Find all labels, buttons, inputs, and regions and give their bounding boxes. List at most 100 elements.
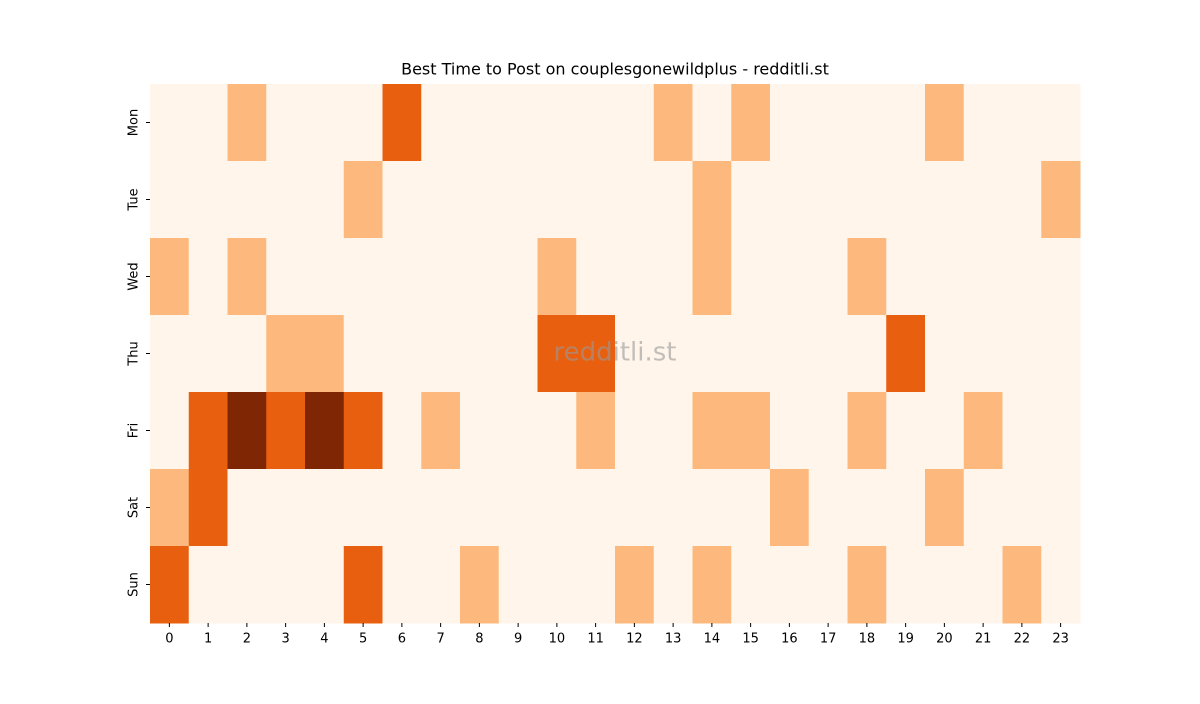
- x-tick-label: 6: [398, 632, 406, 647]
- heat-cell: [421, 161, 461, 239]
- heat-cell: [576, 392, 616, 470]
- heat-cell: [770, 392, 810, 470]
- heat-cell: [498, 392, 538, 470]
- x-tick-label: 22: [1014, 632, 1031, 647]
- heat-cell: [421, 546, 461, 624]
- heat-cell: [460, 392, 500, 470]
- heat-cell: [925, 238, 965, 316]
- heat-cell: [537, 469, 577, 547]
- heat-cell: [1041, 161, 1081, 239]
- heat-cell: [886, 238, 926, 316]
- heat-cell: [963, 84, 1003, 162]
- heat-cell: [653, 392, 693, 470]
- heat-cell: [886, 546, 926, 624]
- heat-cell: [266, 546, 306, 624]
- heat-cell: [847, 161, 887, 239]
- heat-cell: [653, 469, 693, 547]
- heat-cell: [382, 84, 422, 162]
- heat-cell: [343, 84, 383, 162]
- heat-cell: [808, 84, 848, 162]
- heat-cell: [266, 392, 306, 470]
- heat-cell: [227, 546, 267, 624]
- x-tick-label: 7: [436, 632, 444, 647]
- heat-cell: [305, 84, 345, 162]
- heat-cell: [150, 546, 190, 624]
- y-tick-label: Thu: [127, 341, 142, 366]
- heat-cell: [925, 392, 965, 470]
- chart-title: Best Time to Post on couplesgonewildplus…: [401, 60, 829, 79]
- heat-cell: [382, 469, 422, 547]
- heat-cell: [498, 469, 538, 547]
- heat-cell: [1041, 84, 1081, 162]
- heat-cell: [770, 469, 810, 547]
- heat-cell: [808, 392, 848, 470]
- heat-cell: [188, 161, 228, 239]
- x-tick-label: 3: [281, 632, 289, 647]
- heat-cell: [770, 546, 810, 624]
- heat-cell: [188, 315, 228, 393]
- heat-cell: [305, 469, 345, 547]
- heat-cell: [150, 392, 190, 470]
- heat-cell: [460, 238, 500, 316]
- heat-cell: [1041, 238, 1081, 316]
- heat-cell: [576, 84, 616, 162]
- heat-cell: [847, 84, 887, 162]
- heat-cell: [925, 84, 965, 162]
- y-tick-label: Mon: [127, 109, 142, 136]
- heat-cell: [1002, 84, 1042, 162]
- heat-cell: [847, 238, 887, 316]
- heat-cell: [537, 161, 577, 239]
- heat-cell: [421, 392, 461, 470]
- heat-cell: [886, 315, 926, 393]
- heat-cell: [808, 315, 848, 393]
- heat-cell: [692, 469, 732, 547]
- heat-cell: [150, 84, 190, 162]
- x-tick-label: 1: [204, 632, 212, 647]
- heat-cell: [615, 238, 655, 316]
- heat-cell: [305, 238, 345, 316]
- heat-cell: [925, 546, 965, 624]
- x-tick-label: 11: [587, 632, 604, 647]
- heat-cell: [382, 238, 422, 316]
- heat-cell: [731, 161, 771, 239]
- heat-cell: [615, 469, 655, 547]
- x-tick-label: 17: [820, 632, 837, 647]
- heat-cell: [615, 546, 655, 624]
- heat-cell: [498, 315, 538, 393]
- heat-cell: [537, 238, 577, 316]
- heat-cell: [808, 238, 848, 316]
- heat-cell: [1002, 392, 1042, 470]
- heat-cell: [808, 161, 848, 239]
- heat-cell: [731, 392, 771, 470]
- heat-cell: [150, 238, 190, 316]
- heat-cell: [460, 84, 500, 162]
- heat-cell: [847, 392, 887, 470]
- heat-cell: [421, 315, 461, 393]
- heat-cell: [382, 315, 422, 393]
- x-tick-label: 21: [975, 632, 992, 647]
- heat-cell: [847, 546, 887, 624]
- heat-cell: [615, 315, 655, 393]
- heat-cell: [653, 238, 693, 316]
- heat-cell: [731, 469, 771, 547]
- heat-cell: [460, 546, 500, 624]
- heat-cell: [305, 315, 345, 393]
- y-tick-label: Sun: [127, 572, 142, 597]
- heat-cell: [266, 315, 306, 393]
- heat-cell: [498, 238, 538, 316]
- heat-cell: [692, 84, 732, 162]
- heat-cell: [963, 469, 1003, 547]
- heat-cell: [886, 84, 926, 162]
- heat-cell: [343, 315, 383, 393]
- heat-cell: [305, 161, 345, 239]
- heat-cell: [421, 469, 461, 547]
- x-tick-label: 18: [859, 632, 876, 647]
- heat-cell: [266, 161, 306, 239]
- x-tick-label: 10: [549, 632, 566, 647]
- heat-cell: [692, 315, 732, 393]
- heat-cell: [653, 546, 693, 624]
- heat-cell: [343, 469, 383, 547]
- heat-cell: [188, 392, 228, 470]
- heat-cell: [382, 392, 422, 470]
- heat-cell: [615, 84, 655, 162]
